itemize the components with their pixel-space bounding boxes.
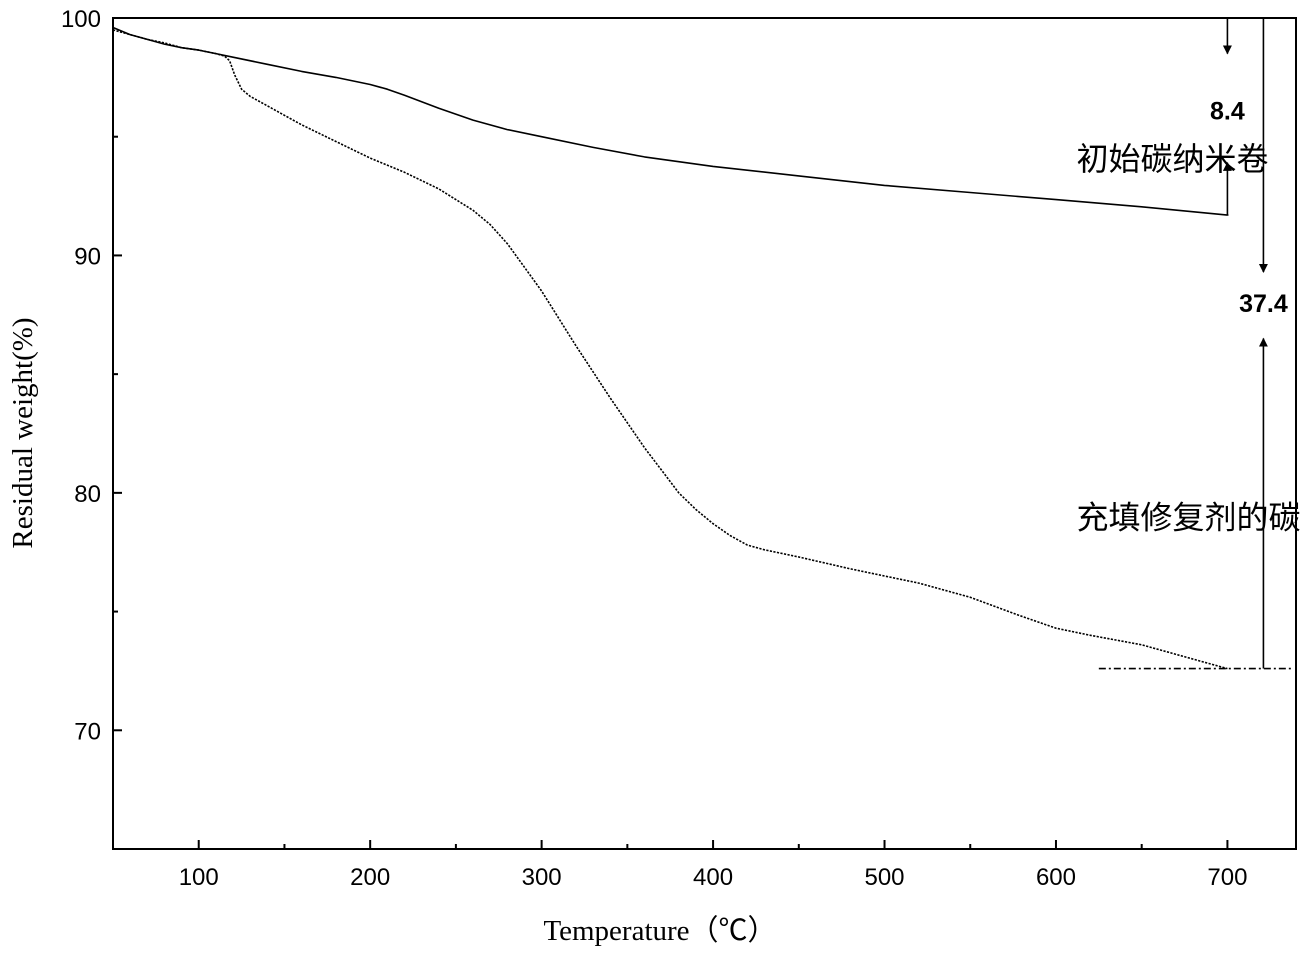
annotation-layer: 初始碳纳米卷充填修复剂的碳纳米卷 8.4 37.4 — [1077, 18, 1301, 669]
x-tick-label: 100 — [179, 864, 219, 891]
annotation-value: 37.4 — [1239, 290, 1288, 318]
y-tick-label: 70 — [74, 718, 101, 745]
y-axis-title: Residual weight(%) — [7, 317, 39, 548]
x-tick-label: 300 — [522, 864, 562, 891]
x-tick-label: 600 — [1036, 864, 1076, 891]
x-tick-label: 200 — [350, 864, 390, 891]
series-line-2 — [112, 29, 1228, 670]
x-tick-label: 500 — [864, 864, 904, 891]
series-label: 充填修复剂的碳纳米卷 — [1077, 498, 1301, 536]
series-label: 初始碳纳米卷 — [1077, 140, 1269, 178]
series-line-1 — [112, 26, 1228, 216]
x-tick-label: 700 — [1207, 864, 1247, 891]
series-layer — [112, 26, 1291, 670]
tick-layer: 100 200 300 400 500 600 700 70 80 90 100 — [61, 6, 1247, 891]
x-tick-label: 400 — [693, 864, 733, 891]
annotation-value: 8.4 — [1210, 98, 1245, 126]
plot-frame — [112, 17, 1297, 850]
x-axis-title: Temperature（℃） — [543, 915, 776, 947]
y-tick-label: 90 — [74, 243, 101, 270]
y-tick-label: 80 — [74, 481, 101, 508]
y-tick-label: 100 — [61, 6, 101, 33]
